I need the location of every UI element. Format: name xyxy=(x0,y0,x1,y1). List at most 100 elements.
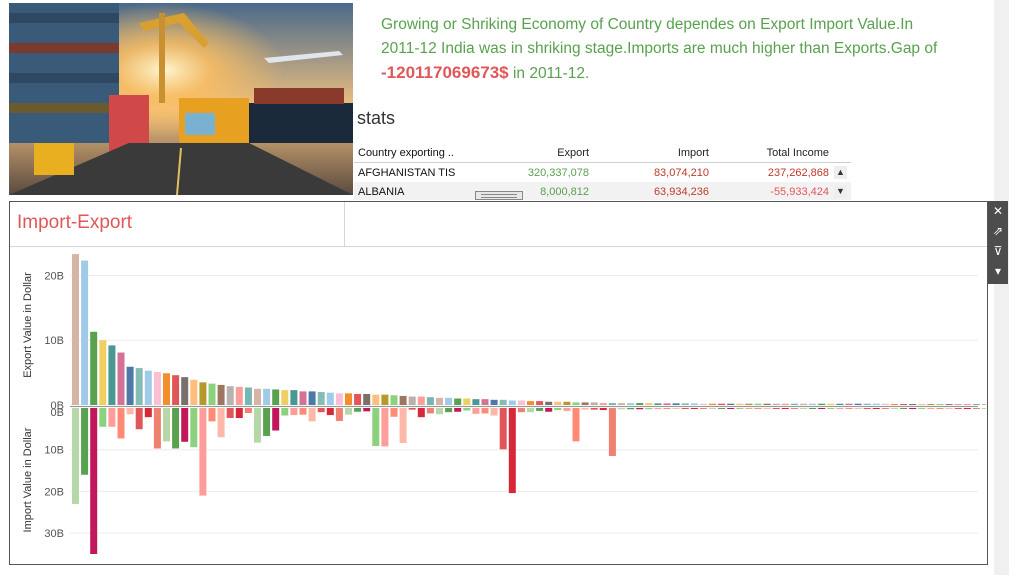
filter-icon[interactable]: ⊽ xyxy=(993,244,1003,258)
story-sentence: Growing or Shriking Economy of Country d… xyxy=(381,16,938,57)
close-icon[interactable]: ✕ xyxy=(992,204,1004,218)
export-bar xyxy=(263,388,271,405)
import-bar xyxy=(872,408,880,409)
export-bar xyxy=(354,393,362,405)
import-bar xyxy=(854,408,862,409)
export-bar xyxy=(536,401,544,405)
import-bar xyxy=(945,408,953,409)
import-bar xyxy=(863,408,871,409)
import-bar xyxy=(754,408,762,409)
export-bar xyxy=(872,403,880,405)
menu-chevron-down-icon[interactable]: ▾ xyxy=(994,264,1002,278)
import-bar xyxy=(181,408,189,442)
export-bar xyxy=(982,404,986,406)
import-bar xyxy=(790,408,798,409)
export-bar xyxy=(709,403,716,405)
table-row[interactable]: ALBANIA 8,000,812 63,934,236 -55,933,424… xyxy=(354,182,851,200)
export-bar xyxy=(326,392,334,405)
import-bar xyxy=(809,408,817,409)
import-bar xyxy=(627,408,635,410)
export-bar xyxy=(963,404,971,406)
col-header-export[interactable]: Export xyxy=(557,147,589,159)
table-row[interactable]: AFGHANISTAN TIS 320,337,078 83,074,210 2… xyxy=(354,163,851,182)
import-bar xyxy=(172,408,180,449)
import-bar xyxy=(144,408,152,418)
import-bar xyxy=(372,408,380,446)
export-bar xyxy=(208,383,216,405)
import-bar xyxy=(454,408,462,412)
import-bar xyxy=(244,408,252,414)
import-cell: 63,934,236 xyxy=(653,186,709,198)
import-export-chart[interactable]: 0B 10B 20B 0B 10B 20B 30B xyxy=(10,248,986,566)
export-bar xyxy=(854,403,862,405)
export-bar xyxy=(72,254,79,405)
import-bar xyxy=(818,408,826,409)
export-bar xyxy=(408,396,416,405)
col-header-import[interactable]: Import xyxy=(677,147,709,159)
trade-gap-value: -120117069673$ xyxy=(381,63,509,82)
import-bar xyxy=(326,408,334,416)
export-bar xyxy=(90,331,98,405)
export-bar xyxy=(335,393,343,405)
import-bar xyxy=(381,408,389,447)
stats-header-row: Country exporting .. Export Import Total… xyxy=(354,143,851,163)
import-bar xyxy=(290,408,298,416)
export-bar xyxy=(217,384,225,405)
import-bar xyxy=(235,408,243,419)
import-bar xyxy=(681,408,689,409)
export-bar xyxy=(235,386,243,405)
import-bar xyxy=(417,408,425,418)
import-bar xyxy=(354,408,362,412)
scroll-up-icon[interactable]: ▲ xyxy=(834,166,847,179)
export-bar xyxy=(654,403,662,405)
export-bar xyxy=(772,403,780,405)
import-bar xyxy=(499,408,507,450)
export-bar xyxy=(727,403,735,405)
import-bar xyxy=(108,408,116,427)
export-bar xyxy=(390,395,398,405)
export-bar xyxy=(372,394,380,405)
export-bar xyxy=(972,404,980,406)
export-bar xyxy=(754,403,762,405)
scroll-down-icon[interactable]: ▼ xyxy=(834,185,847,198)
export-bar xyxy=(399,395,407,405)
export-bar xyxy=(863,403,871,405)
export-bar xyxy=(599,403,607,405)
import-bar xyxy=(927,408,935,409)
export-bar xyxy=(299,391,307,405)
col-header-country[interactable]: Country exporting .. xyxy=(358,147,454,159)
import-bar xyxy=(408,408,416,410)
export-bar xyxy=(381,394,389,405)
import-bar xyxy=(763,408,771,409)
export-bar xyxy=(426,397,434,405)
export-bar xyxy=(636,403,644,405)
import-bar xyxy=(672,408,680,409)
story-text: Growing or Shriking Economy of Country d… xyxy=(381,13,941,86)
popout-icon[interactable]: ⇗ xyxy=(992,224,1004,238)
col-header-total-income[interactable]: Total Income xyxy=(766,147,829,159)
import-bar xyxy=(445,408,453,413)
panel-title: Import-Export xyxy=(17,212,133,233)
import-export-panel[interactable]: Import-Export Export Value in Dollar Imp… xyxy=(9,201,988,565)
import-bar xyxy=(81,408,89,475)
export-bar xyxy=(454,398,462,405)
export-bar xyxy=(800,403,807,405)
import-bar xyxy=(508,408,516,494)
export-bar xyxy=(363,393,371,405)
import-bar xyxy=(599,408,607,411)
country-cell: AFGHANISTAN TIS xyxy=(358,167,456,179)
import-bar xyxy=(554,408,562,411)
import-bar xyxy=(636,408,644,410)
export-bar xyxy=(281,390,289,405)
export-bar xyxy=(163,373,170,405)
import-bar xyxy=(317,408,325,413)
export-bar xyxy=(809,403,817,405)
export-bar xyxy=(790,403,798,405)
export-bar xyxy=(927,404,935,406)
export-bar xyxy=(836,403,844,405)
stats-table[interactable]: Country exporting .. Export Import Total… xyxy=(354,143,851,200)
export-bar xyxy=(190,379,198,405)
import-bar xyxy=(881,408,889,409)
import-bar xyxy=(563,408,571,411)
resize-grip-icon[interactable] xyxy=(475,191,523,200)
